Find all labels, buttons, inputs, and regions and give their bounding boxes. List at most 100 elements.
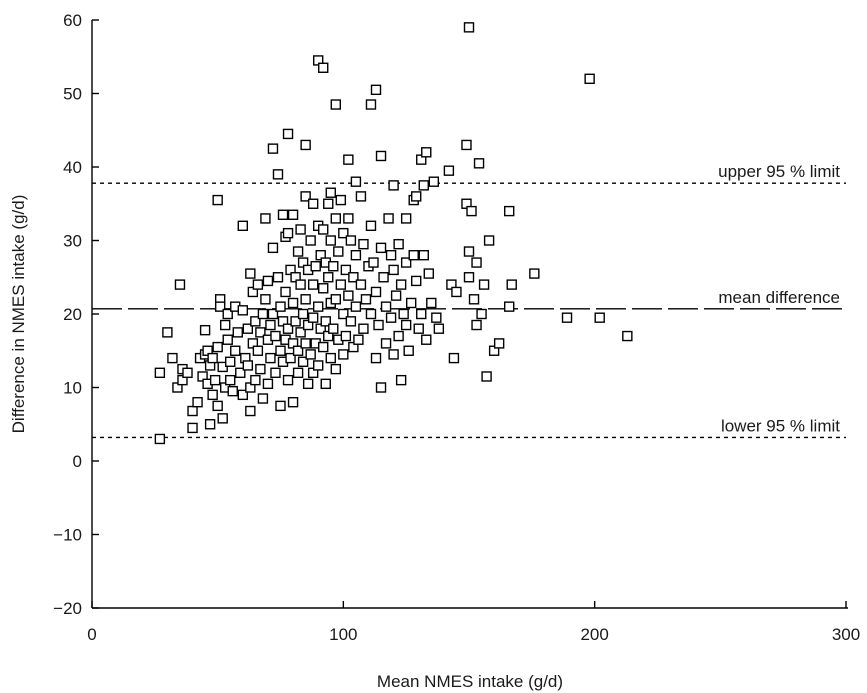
upper-reference-label: upper 95 % limit <box>718 162 840 181</box>
data-point <box>353 334 364 345</box>
data-point <box>282 128 294 140</box>
y-tick-label: 10 <box>63 379 82 398</box>
data-point <box>423 268 434 279</box>
data-point <box>413 323 424 334</box>
data-point <box>318 62 329 73</box>
data-point <box>255 363 266 375</box>
data-point <box>504 301 515 312</box>
data-point <box>235 367 246 378</box>
data-point <box>287 209 299 220</box>
data-point <box>330 294 341 305</box>
data-point <box>270 330 281 342</box>
x-tick-label: 0 <box>87 625 96 644</box>
data-point <box>272 169 284 180</box>
data-point <box>398 308 409 320</box>
data-point <box>275 345 286 356</box>
data-point <box>300 338 311 349</box>
data-point <box>267 308 279 320</box>
mean-label-background <box>694 286 844 307</box>
data-point <box>506 279 517 290</box>
data-point <box>292 345 304 356</box>
data-point <box>365 220 377 232</box>
data-point <box>340 330 352 342</box>
data-point <box>451 286 462 298</box>
data-point <box>154 367 166 378</box>
data-point <box>463 272 475 283</box>
reference-lines: upper 95 % limit mean difference lower 95 … <box>92 161 846 439</box>
data-point <box>318 224 329 235</box>
data-point <box>411 275 422 287</box>
data-point <box>408 249 419 261</box>
data-point <box>355 279 367 290</box>
y-tick-label: −10 <box>53 526 82 545</box>
data-point <box>310 261 321 272</box>
data-point <box>320 378 331 390</box>
data-point <box>295 279 306 290</box>
data-point <box>220 319 231 331</box>
data-point <box>343 213 354 224</box>
data-point <box>287 297 299 309</box>
data-point <box>390 290 402 301</box>
data-point <box>448 352 460 364</box>
data-point <box>237 220 249 232</box>
data-point <box>275 301 286 312</box>
data-point <box>282 374 294 386</box>
y-tick-label: 60 <box>63 11 82 30</box>
data-point <box>330 363 341 375</box>
data-point <box>237 305 249 316</box>
data-point <box>504 205 515 217</box>
data-point <box>323 198 334 209</box>
data-point <box>262 378 274 390</box>
data-point <box>350 176 362 187</box>
data-point <box>343 290 354 301</box>
data-point <box>345 316 357 327</box>
data-point <box>277 209 289 220</box>
data-point <box>383 213 394 224</box>
data-point <box>187 405 198 417</box>
data-point <box>328 261 339 272</box>
data-point <box>214 301 226 312</box>
data-point <box>584 73 595 85</box>
data-point <box>187 422 198 434</box>
upper-label-background <box>684 161 844 182</box>
data-point <box>443 165 455 176</box>
data-point <box>232 327 243 338</box>
data-point <box>338 308 349 320</box>
data-point <box>292 367 304 378</box>
data-point <box>388 264 399 276</box>
data-point <box>167 352 178 364</box>
data-point <box>461 139 472 151</box>
data-point <box>217 413 228 424</box>
data-point <box>252 345 264 356</box>
data-point <box>307 198 319 209</box>
data-point <box>295 224 306 235</box>
data-point <box>468 294 480 305</box>
data-point <box>313 360 324 371</box>
x-axis-title: Mean NMES intake (g/d) <box>377 672 563 691</box>
data-point <box>285 352 296 364</box>
data-point <box>199 324 211 336</box>
data-point <box>250 374 261 386</box>
data-point <box>275 400 286 412</box>
data-point <box>305 349 316 360</box>
y-tick-label: 40 <box>63 158 82 177</box>
data-point <box>426 297 437 309</box>
data-point <box>529 268 540 279</box>
mean-reference-label: mean difference <box>718 288 840 307</box>
data-point <box>594 312 605 323</box>
data-point <box>290 316 301 327</box>
data-point <box>405 297 417 309</box>
lower-reference-label: lower 95 % limit <box>721 416 840 435</box>
data-point <box>282 227 294 239</box>
data-point <box>307 312 319 323</box>
data-point <box>300 294 311 305</box>
data-point <box>227 385 238 397</box>
data-point <box>255 327 266 338</box>
data-point <box>333 246 344 257</box>
data-point <box>335 279 347 290</box>
data-point <box>358 238 369 250</box>
lower-label-background <box>684 415 844 436</box>
data-point <box>204 419 216 430</box>
data-point <box>400 257 412 268</box>
x-ticks: 0 100 200 300 <box>87 601 860 644</box>
